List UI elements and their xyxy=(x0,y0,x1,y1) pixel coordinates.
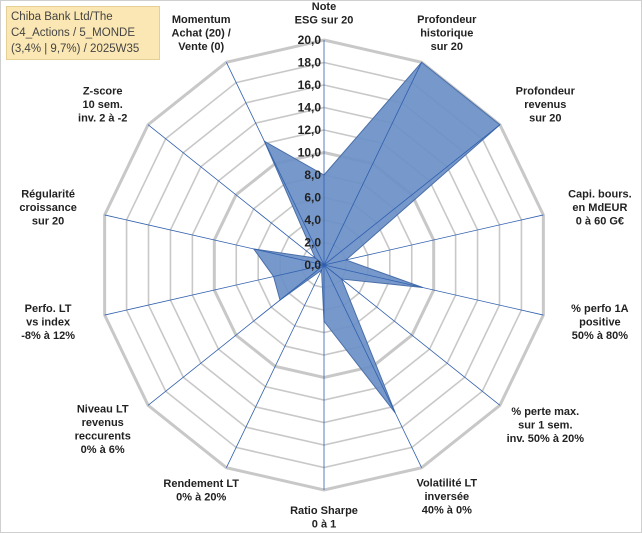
tick-label-2: 4,0 xyxy=(304,213,321,227)
axis-label-3: Profondeur revenus sur 20 xyxy=(516,85,576,124)
title-line-1: Chiba Bank Ltd/The xyxy=(11,11,113,23)
title-line-3: (3,4% | 9,7%) / 2025W35 xyxy=(11,43,140,55)
tick-label-4: 8,0 xyxy=(304,168,321,182)
axis-label-1: Note ESG sur 20 xyxy=(295,1,354,27)
axis-spoke-2 xyxy=(323,62,422,266)
axis-label-6: % perte max. sur 1 sem. inv. 50% à 20% xyxy=(507,406,585,445)
title-line-2: C4_Actions / 5_MONDE xyxy=(11,27,135,39)
axis-spoke-10 xyxy=(147,264,325,406)
axis-label-13: Z-score 10 sem. inv. 2 à -2 xyxy=(78,85,127,124)
axis-label-4: Capi. bours. en MdEUR 0 à 60 G€ xyxy=(568,189,632,228)
axis-spoke-13 xyxy=(147,124,325,266)
axis-label-12: Régularité croissance sur 20 xyxy=(19,189,76,228)
tick-label-7: 14,0 xyxy=(298,101,322,115)
axis-label-10: Niveau LT revenus reccurents 0% à 6% xyxy=(75,404,131,457)
axis-spoke-6 xyxy=(323,264,501,406)
axis-label-11: Perfo. LT vs index -8% à 12% xyxy=(21,303,75,342)
axis-spoke-5 xyxy=(323,264,544,316)
axis-label-2: Profondeur historique sur 20 xyxy=(417,14,477,53)
axis-spoke-3 xyxy=(323,124,501,266)
axis-spoke-14 xyxy=(226,62,325,266)
axis-spoke-11 xyxy=(104,264,325,316)
axis-label-7: Volatilité LT inversée 40% à 0% xyxy=(416,478,477,517)
axis-label-8: Ratio Sharpe 0 à 1 xyxy=(290,505,358,531)
tick-label-3: 6,0 xyxy=(304,191,321,205)
tick-label-9: 18,0 xyxy=(298,56,322,70)
axis-label-14: Momentum Achat (20) / Vente (0) xyxy=(172,14,231,53)
tick-label-8: 16,0 xyxy=(298,78,322,92)
chart-title-box: Chiba Bank Ltd/The C4_Actions / 5_MONDE … xyxy=(6,6,160,60)
tick-label-0: 0,0 xyxy=(304,258,321,272)
tick-label-6: 12,0 xyxy=(298,123,322,137)
axis-spoke-9 xyxy=(226,264,325,468)
axis-label-9: Rendement LT 0% à 20% xyxy=(163,478,239,504)
tick-label-5: 10,0 xyxy=(298,146,322,160)
axis-label-5: % perfo 1A positive 50% à 80% xyxy=(571,303,629,342)
tick-label-10: 20,0 xyxy=(298,33,322,47)
axis-spoke-7 xyxy=(323,264,422,468)
axis-spoke-4 xyxy=(323,214,544,266)
tick-label-1: 2,0 xyxy=(304,236,321,250)
axis-spoke-12 xyxy=(104,214,325,266)
